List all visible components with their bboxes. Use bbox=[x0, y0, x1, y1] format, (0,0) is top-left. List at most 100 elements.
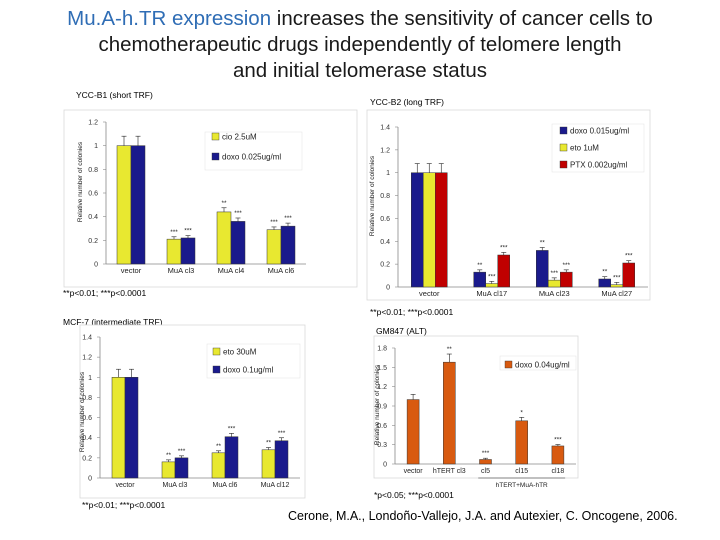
chart4-y-tick-label: 1.8 bbox=[377, 346, 387, 353]
chart3-significance-label: ** bbox=[266, 440, 272, 447]
chart3-y-tick-label: 1 bbox=[88, 375, 92, 382]
chart4-title: GM847 (ALT) bbox=[376, 326, 427, 336]
title-line-1: Mu.A-h.TR expression increases the sensi… bbox=[20, 6, 700, 32]
chart3-bar bbox=[274, 440, 289, 479]
chart2-significance-label: *** bbox=[488, 273, 496, 280]
chart1-significance-label: ** bbox=[221, 200, 227, 207]
chart3-legend-label: doxo 0.1ug/ml bbox=[223, 366, 273, 375]
chart1-category-label: MuA cl6 bbox=[268, 266, 295, 275]
chart3-bar bbox=[261, 449, 276, 479]
chart2-significance-label: ** bbox=[540, 240, 546, 247]
chart1-y-tick-label: 1 bbox=[94, 143, 98, 150]
chart3-significance-label: *** bbox=[228, 425, 236, 432]
chart3-category-label: vector bbox=[115, 482, 135, 489]
chart4-category-label: vector bbox=[404, 468, 424, 475]
chart3-legend-box bbox=[206, 343, 301, 379]
chart4-bar bbox=[443, 361, 456, 465]
chart1-title: YCC-B1 (short TRF) bbox=[76, 90, 153, 100]
chart1-y-axis-title: Relative number of colonies bbox=[77, 141, 84, 222]
chart3-y-tick-label: 1.4 bbox=[82, 335, 92, 342]
chart1-bar bbox=[230, 221, 246, 265]
chart2-bar bbox=[560, 271, 573, 288]
chart3-legend-swatch bbox=[212, 365, 221, 374]
chart2-legend-box bbox=[551, 123, 645, 173]
chart4-footnote: *p<0.05; ***p<0.0001 bbox=[374, 490, 454, 500]
chart1-significance-label: *** bbox=[284, 215, 292, 222]
slide-title: Mu.A-h.TR expression increases the sensi… bbox=[20, 6, 700, 84]
chart4-y-tick-label: 0.6 bbox=[377, 423, 387, 430]
title-line-2: chemotherapeutic drugs independently of … bbox=[98, 33, 622, 56]
chart3-significance-label: ** bbox=[216, 443, 222, 450]
chart2-significance-label: *** bbox=[562, 262, 570, 269]
chart4-y-tick-label: 0 bbox=[383, 462, 387, 469]
chart1-significance-label: *** bbox=[234, 210, 242, 217]
chart4-group-label: hTERT+MuA-hTR bbox=[496, 482, 548, 489]
chart3-significance-label: ** bbox=[166, 452, 172, 459]
chart4-legend-label: doxo 0.04ug/ml bbox=[515, 361, 570, 370]
chart1-category-label: MuA cl4 bbox=[218, 266, 245, 275]
chart4-category-label: cl5 bbox=[481, 468, 490, 475]
chart4-significance-label: *** bbox=[482, 450, 490, 457]
chart1-y-tick-label: 0 bbox=[94, 262, 98, 269]
chart2-significance-label: *** bbox=[500, 244, 508, 251]
chart1-y-tick-label: 0.8 bbox=[88, 167, 98, 174]
chart3-legend-swatch bbox=[212, 347, 221, 356]
chart1-significance-label: *** bbox=[170, 229, 178, 236]
chart1-legend-label: doxo 0.025ug/ml bbox=[222, 153, 281, 162]
chart4-legend-box bbox=[499, 355, 577, 371]
chart2-significance-label: *** bbox=[550, 270, 558, 277]
chart1-legend-swatch bbox=[211, 132, 220, 141]
chart2-bar bbox=[548, 279, 561, 288]
chart2-legend-swatch bbox=[559, 126, 568, 135]
chart2-y-tick-label: 0 bbox=[386, 285, 390, 292]
chart1-footnote: **p<0.01; ***p<0.0001 bbox=[63, 288, 147, 298]
chart2-y-tick-label: 1.2 bbox=[380, 147, 390, 154]
chart1-category-label: vector bbox=[121, 266, 142, 275]
chart2-bar bbox=[622, 262, 635, 288]
chart1-y-tick-label: 0.4 bbox=[88, 214, 98, 221]
chart2-legend-swatch bbox=[559, 160, 568, 169]
chart1-y-tick-label: 0.2 bbox=[88, 238, 98, 245]
chart3-significance-label: *** bbox=[278, 430, 286, 437]
chart2-y-tick-label: 0.4 bbox=[380, 239, 390, 246]
title-highlight: Mu.A-h.TR expression bbox=[67, 7, 272, 30]
chart4-bar bbox=[551, 445, 565, 465]
chart4-significance-label: ** bbox=[447, 346, 453, 353]
chart2-footnote: **p<0.01; ***p<0.0001 bbox=[370, 307, 454, 317]
chart2-legend-label: PTX 0.002ug/ml bbox=[570, 161, 628, 170]
chart4-bar bbox=[479, 459, 492, 465]
chart2-bar bbox=[473, 271, 486, 288]
citation: Cerone, M.A., Londoño-Vallejo, J.A. and … bbox=[288, 509, 678, 523]
chart3-bar bbox=[124, 377, 139, 479]
chart4-category-label: cl18 bbox=[551, 468, 564, 475]
chart4-y-tick-label: 0.3 bbox=[377, 442, 387, 449]
chart2-title: YCC-B2 (long TRF) bbox=[370, 97, 444, 107]
chart2-y-tick-label: 0.2 bbox=[380, 262, 390, 269]
chart3-y-tick-label: 0.2 bbox=[82, 455, 92, 462]
chart2-significance-label: *** bbox=[613, 274, 621, 281]
title-rest: increases the sensitivity of cancer cell… bbox=[271, 7, 653, 30]
chart4-legend-swatch bbox=[504, 360, 513, 369]
chart2-category-label: MuA cl17 bbox=[476, 289, 507, 298]
chart3-legend-label: eto 30uM bbox=[223, 348, 257, 357]
chart3-category-label: MuA cl3 bbox=[163, 482, 188, 489]
chart3-significance-label: *** bbox=[178, 448, 186, 455]
chart3-y-tick-label: 0 bbox=[88, 476, 92, 483]
chart2-category-label: MuA cl27 bbox=[601, 289, 632, 298]
chart1-bar bbox=[166, 238, 182, 265]
chart2-bar bbox=[497, 254, 510, 288]
chart1-bar bbox=[216, 211, 232, 265]
chart1-significance-label: *** bbox=[270, 219, 278, 226]
chart1-y-tick-label: 0.6 bbox=[88, 191, 98, 198]
chart3-y-tick-label: 0.6 bbox=[82, 415, 92, 422]
chart2-bar bbox=[411, 172, 424, 288]
chart4-y-tick-label: 1.2 bbox=[377, 384, 387, 391]
chart4-y-tick-label: 1.5 bbox=[377, 365, 387, 372]
chart3-bar bbox=[111, 377, 126, 479]
chart2-significance-label: ** bbox=[602, 269, 608, 276]
chart3-category-label: MuA cl6 bbox=[213, 482, 238, 489]
chart4-significance-label: * bbox=[520, 409, 523, 416]
chart4-y-tick-label: 0.9 bbox=[377, 404, 387, 411]
chart3-title: MCF-7 (intermediate TRF) bbox=[63, 317, 163, 327]
